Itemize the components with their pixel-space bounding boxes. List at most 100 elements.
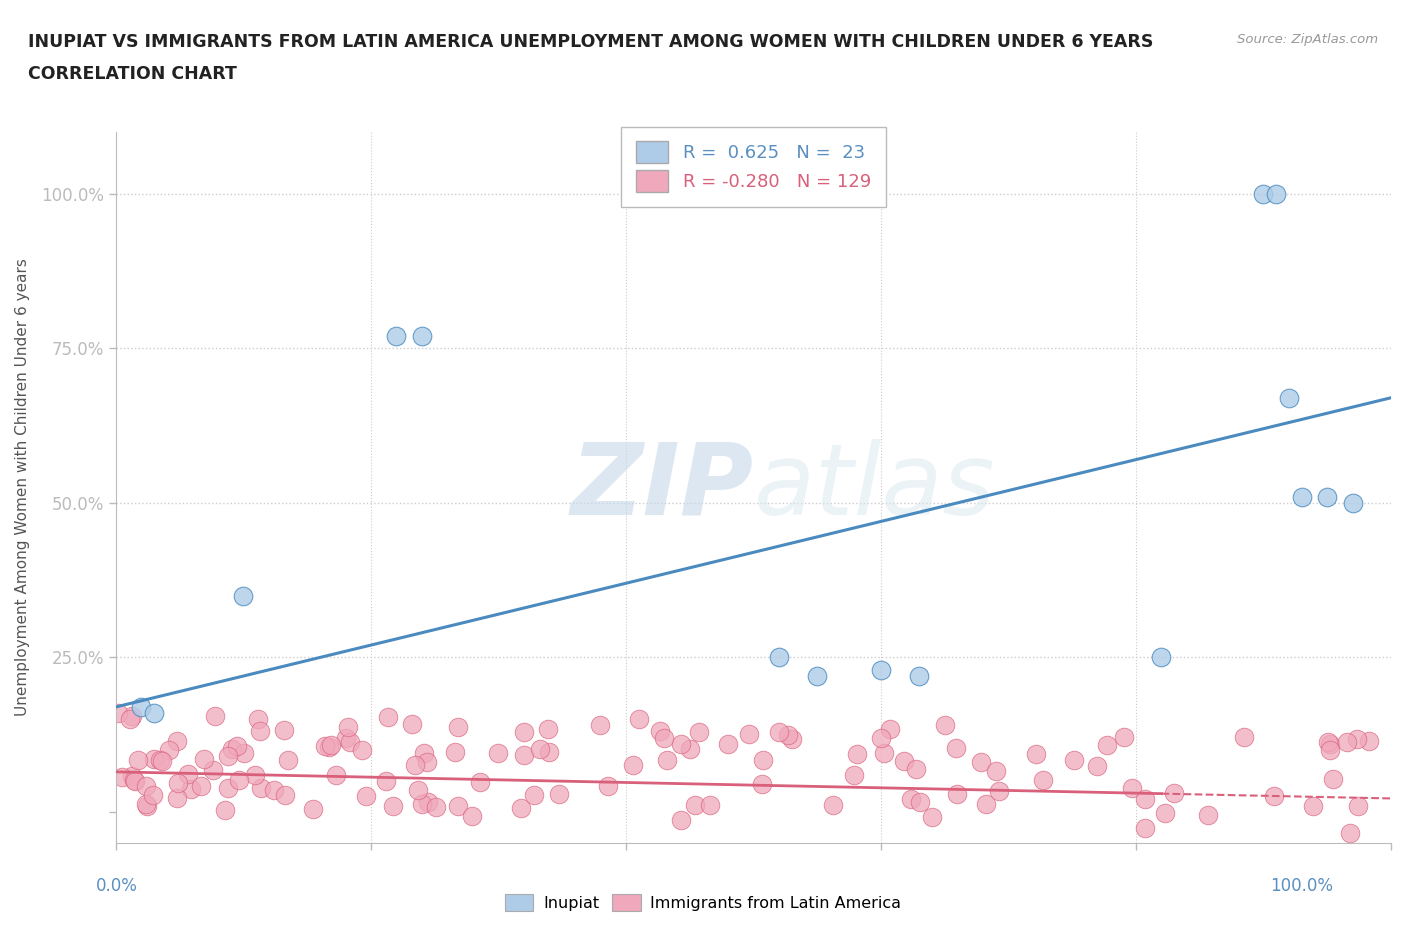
Point — [166, 790, 188, 805]
Y-axis label: Unemployment Among Women with Children Under 6 years: Unemployment Among Women with Children U… — [15, 259, 30, 716]
Text: Source: ZipAtlas.com: Source: ZipAtlas.com — [1237, 33, 1378, 46]
Text: ZIP: ZIP — [571, 439, 754, 536]
Point — [513, 748, 536, 763]
Point — [655, 753, 678, 768]
Point — [382, 798, 405, 813]
Point — [1032, 772, 1054, 787]
Point — [780, 732, 803, 747]
Point — [127, 752, 149, 767]
Text: 100.0%: 100.0% — [1270, 877, 1333, 895]
Point — [589, 718, 612, 733]
Point — [846, 747, 869, 762]
Point — [120, 712, 142, 727]
Point — [447, 799, 470, 814]
Point — [1317, 735, 1340, 750]
Point — [111, 770, 134, 785]
Point — [217, 749, 239, 764]
Point — [444, 744, 467, 759]
Point — [523, 788, 546, 803]
Point — [107, 706, 129, 721]
Point — [204, 709, 226, 724]
Point — [412, 745, 434, 760]
Text: atlas: atlas — [754, 439, 995, 536]
Point — [401, 716, 423, 731]
Point — [596, 778, 619, 793]
Point — [149, 752, 172, 767]
Point — [688, 724, 710, 739]
Point — [411, 328, 433, 343]
Point — [214, 803, 236, 817]
Point — [233, 746, 256, 761]
Point — [904, 761, 927, 776]
Point — [988, 784, 1011, 799]
Point — [1025, 747, 1047, 762]
Point — [934, 718, 956, 733]
Point — [621, 758, 644, 773]
Point — [135, 778, 157, 793]
Point — [249, 724, 271, 738]
Point — [221, 741, 243, 756]
Point — [1346, 732, 1368, 747]
Text: CORRELATION CHART: CORRELATION CHART — [28, 65, 238, 83]
Legend: R =  0.625   N =  23, R = -0.280   N = 129: R = 0.625 N = 23, R = -0.280 N = 129 — [621, 126, 886, 206]
Text: INUPIAT VS IMMIGRANTS FROM LATIN AMERICA UNEMPLOYMENT AMONG WOMEN WITH CHILDREN : INUPIAT VS IMMIGRANTS FROM LATIN AMERICA… — [28, 33, 1153, 50]
Point — [142, 788, 165, 803]
Point — [821, 797, 844, 812]
Point — [136, 799, 159, 814]
Point — [510, 801, 533, 816]
Point — [180, 781, 202, 796]
Point — [627, 711, 650, 726]
Point — [425, 800, 447, 815]
Point — [314, 738, 336, 753]
Point — [177, 767, 200, 782]
Point — [201, 763, 224, 777]
Point — [193, 752, 215, 767]
Point — [1316, 489, 1339, 504]
Point — [404, 757, 426, 772]
Point — [411, 797, 433, 812]
Point — [945, 740, 967, 755]
Point — [166, 733, 188, 748]
Point — [1341, 496, 1364, 511]
Point — [921, 809, 943, 824]
Point — [717, 737, 740, 751]
Point — [1291, 489, 1313, 504]
Point — [460, 808, 482, 823]
Point — [318, 739, 340, 754]
Point — [1063, 752, 1085, 767]
Point — [1085, 758, 1108, 773]
Point — [302, 802, 325, 817]
Point — [1347, 798, 1369, 813]
Point — [232, 588, 254, 603]
Point — [1302, 799, 1324, 814]
Point — [385, 328, 408, 343]
Point — [752, 752, 775, 767]
Point — [547, 787, 569, 802]
Point — [124, 772, 146, 787]
Point — [1319, 737, 1341, 751]
Point — [1233, 730, 1256, 745]
Point — [908, 794, 931, 809]
Point — [167, 776, 190, 790]
Point — [377, 710, 399, 724]
Legend: Inupiat, Immigrants from Latin America: Inupiat, Immigrants from Latin America — [498, 888, 908, 917]
Point — [1121, 780, 1143, 795]
Point — [121, 709, 143, 724]
Point — [1265, 186, 1288, 201]
Point — [416, 794, 439, 809]
Point — [263, 782, 285, 797]
Point — [1133, 820, 1156, 835]
Point — [325, 768, 347, 783]
Point — [1133, 791, 1156, 806]
Point — [669, 813, 692, 828]
Point — [246, 711, 269, 726]
Point — [131, 699, 153, 714]
Point — [1319, 742, 1341, 757]
Point — [143, 751, 166, 766]
Point — [652, 730, 675, 745]
Point — [768, 724, 790, 739]
Point — [879, 722, 901, 737]
Point — [354, 789, 377, 804]
Point — [228, 772, 250, 787]
Point — [806, 669, 828, 684]
